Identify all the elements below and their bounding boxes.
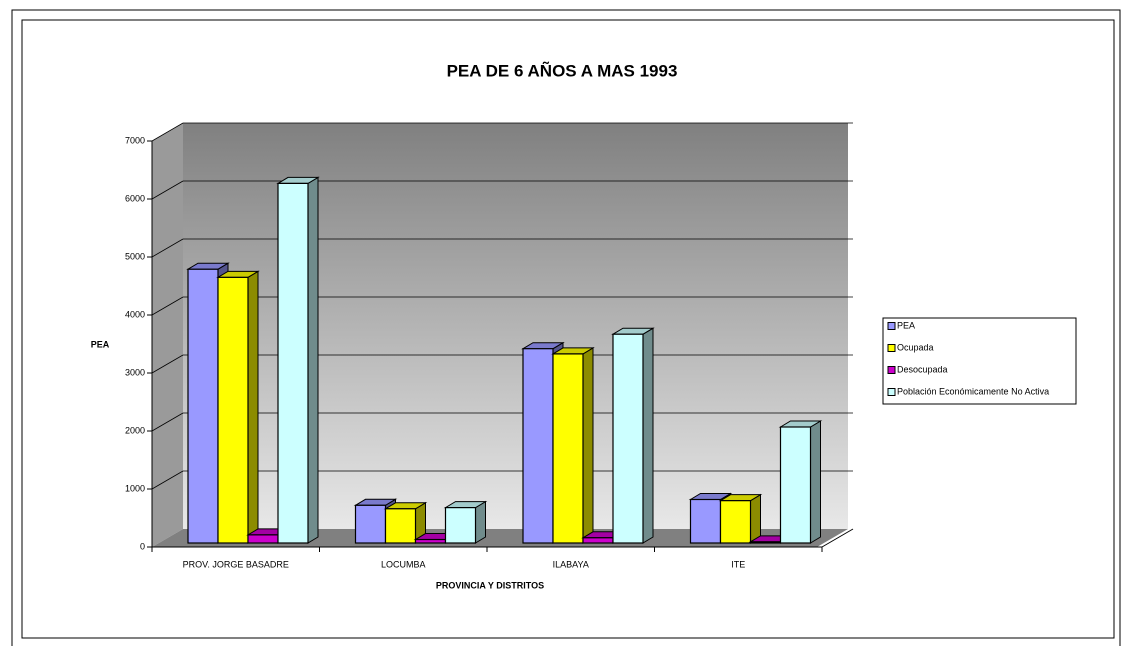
bar-top-shade: [553, 347, 593, 354]
bar-side-shade: [475, 501, 486, 543]
bar-top-shade: [613, 328, 653, 335]
bar-top-shade: [188, 263, 228, 270]
bar: [414, 538, 447, 544]
side-wall: [152, 123, 183, 547]
y-tick-label: 2000: [125, 425, 145, 435]
chart-title: PEA DE 6 AÑOS A MAS 1993: [447, 60, 678, 80]
bar-top-shade: [690, 493, 731, 500]
bar-side-shade: [810, 421, 821, 543]
y-tick-label: 3000: [125, 367, 145, 377]
bar-side-shade: [583, 347, 593, 543]
bar: [354, 504, 387, 544]
y-tick-label: 5000: [125, 251, 145, 261]
x-axis-title: PROVINCIA Y DISTRITOS: [436, 580, 544, 590]
bar-top-shade: [355, 499, 396, 506]
bar-top-shade: [218, 271, 258, 278]
bar: [612, 333, 644, 544]
legend-box: [882, 317, 1077, 405]
grid-line-side: [151, 470, 184, 490]
grid-line-side: [151, 180, 184, 200]
bar: [582, 537, 614, 544]
bar: [719, 500, 752, 544]
x-tick-label: PROV. JORGE BASADRE: [183, 559, 289, 569]
x-tick-label: ILABAYA: [553, 559, 589, 569]
bar: [779, 426, 812, 544]
x-tick-label: LOCUMBA: [381, 559, 426, 569]
grid-line-side: [151, 238, 184, 258]
grid-line-side: [151, 354, 184, 374]
bar-top-shade: [445, 501, 486, 508]
legend-label: Ocupada: [897, 342, 934, 352]
bar: [552, 353, 584, 544]
bar-side-shade: [415, 502, 426, 543]
bar: [247, 534, 279, 544]
y-tick-label: 4000: [125, 309, 145, 319]
bar-top-shade: [780, 421, 821, 427]
y-tick-label: 1000: [125, 483, 145, 493]
y-tick-label: 7000: [125, 135, 145, 145]
page-frame: [11, 9, 1121, 646]
floor: [152, 529, 848, 547]
bar: [444, 507, 477, 544]
grid-line-side: [151, 122, 184, 142]
legend-swatch: [887, 366, 896, 374]
x-tick-label: ITE: [731, 559, 745, 569]
bar-top-shade: [278, 177, 318, 184]
legend: PEA Ocupada Desocupada Población Económicam…: [882, 317, 1077, 405]
legend-label: PEA: [897, 320, 915, 330]
legend-swatch: [887, 344, 896, 352]
bar-side-shade: [248, 271, 258, 543]
legend-swatch: [887, 388, 896, 396]
legend-label: Desocupada: [897, 364, 948, 374]
grid-line-side: [151, 412, 184, 432]
y-tick-label: 0: [140, 541, 145, 551]
bar-top-shade: [523, 342, 563, 349]
bar-top-shade: [385, 502, 426, 509]
bar: [217, 276, 249, 544]
bar: [384, 508, 417, 544]
bar: [522, 348, 554, 544]
legend-label: Población Económicamente No Activa: [897, 386, 1049, 396]
grid-line-side: [151, 296, 184, 316]
bar: [749, 541, 782, 544]
y-tick-label: 6000: [125, 193, 145, 203]
x-axis-depth: [821, 528, 854, 548]
bar-side-shade: [750, 494, 761, 543]
bar: [187, 268, 219, 544]
bar: [689, 498, 722, 544]
bar-side-shade: [308, 177, 318, 543]
bar-side-shade: [643, 328, 653, 543]
y-axis-title: PEA: [91, 339, 110, 349]
bar: [277, 182, 309, 544]
legend-swatch: [887, 322, 896, 330]
bar-top-shade: [720, 494, 761, 501]
